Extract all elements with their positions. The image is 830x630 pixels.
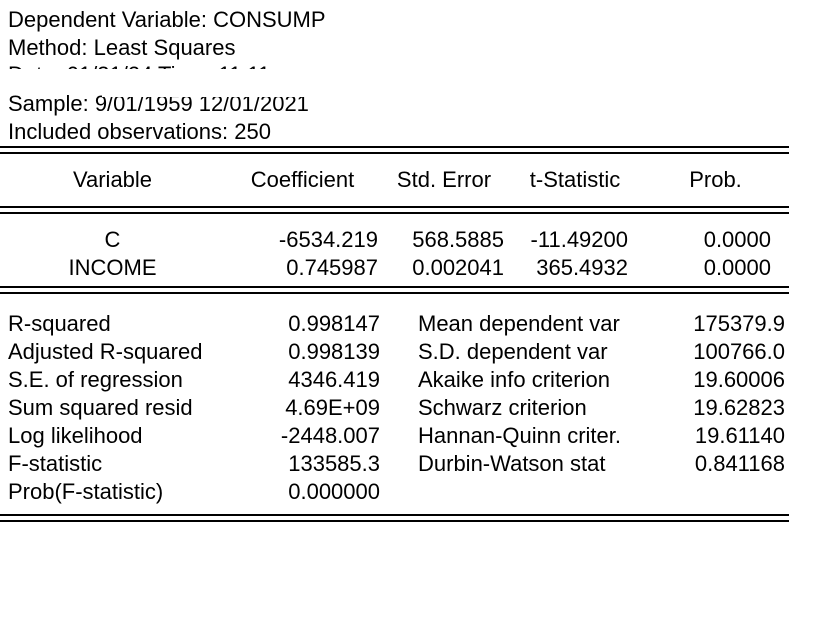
coef-header-t-statistic: t-Statistic [529, 167, 621, 192]
stat-value: 4.69E+09 [285, 395, 380, 420]
stat-label: Akaike info criterion [418, 367, 610, 392]
stat-value: 0.998139 [288, 339, 380, 364]
dependent-variable-line: Dependent Variable: CONSUMP [8, 7, 326, 32]
stat-label: F-statistic [8, 451, 103, 476]
stat-label [418, 478, 656, 506]
double-rule-top [0, 146, 789, 154]
coef-cell-t-statistic: 365.4932 [536, 255, 628, 280]
output-header: Dependent Variable: CONSUMP Method: Leas… [0, 0, 830, 146]
stat-label: Prob(F-statistic) [8, 479, 164, 504]
stat-row: Adjusted R-squared 0.998139 S.D. depende… [8, 338, 830, 366]
stat-value: -2448.007 [280, 423, 380, 448]
coef-cell-variable: INCOME [68, 255, 157, 280]
stat-value: 4346.419 [288, 367, 380, 392]
coef-cell-std-error: 0.002041 [412, 255, 504, 280]
coef-table-header-row: Variable Coefficient Std. Error t-Statis… [0, 154, 830, 206]
clipped-date-line-text: Date: 01/31/24 Time: 11:11 [8, 62, 270, 69]
method-line: Method: Least Squares [8, 35, 236, 60]
stat-row: Log likelihood -2448.007 Hannan-Quinn cr… [8, 422, 830, 450]
coef-header-variable: Variable [72, 167, 153, 192]
stat-label: Durbin-Watson stat [418, 451, 606, 476]
coef-row-c: C -6534.219 568.5885 -11.49200 0.0000 [0, 226, 830, 254]
clipped-date-line: Date: 01/31/24 Time: 11:11 [0, 62, 830, 90]
stat-label: Log likelihood [8, 423, 143, 448]
stat-value: 175379.9 [693, 311, 785, 336]
stat-value: 0.000000 [288, 479, 380, 504]
stat-row: S.E. of regression 4346.419 Akaike info … [8, 366, 830, 394]
stat-row: Sum squared resid 4.69E+09 Schwarz crite… [8, 394, 830, 422]
coef-header-prob: Prob. [689, 167, 742, 192]
coef-cell-coefficient: 0.745987 [286, 255, 378, 280]
double-rule-below-coefficients [0, 286, 789, 294]
coef-header-coefficient: Coefficient [250, 167, 355, 192]
coef-cell-t-statistic: -11.49200 [530, 227, 628, 252]
coef-cell-coefficient: -6534.219 [278, 227, 378, 252]
stat-row: Prob(F-statistic) 0.000000 [8, 478, 830, 506]
stat-value: 0.998147 [288, 311, 380, 336]
coef-table-body: C -6534.219 568.5885 -11.49200 0.0000 IN… [0, 214, 830, 286]
stat-label: Schwarz criterion [418, 395, 587, 420]
whiteout-artifact [102, 92, 437, 97]
stat-label: Mean dependent var [418, 311, 620, 336]
stat-value: 19.61140 [694, 423, 785, 448]
coef-row-income: INCOME 0.745987 0.002041 365.4932 0.0000 [0, 254, 830, 282]
observations-line: Included observations: 250 [8, 119, 271, 144]
stat-value: 100766.0 [693, 339, 785, 364]
stat-row: F-statistic 133585.3 Durbin-Watson stat … [8, 450, 830, 478]
stat-value: 133585.3 [288, 451, 380, 476]
coef-header-std-error: Std. Error [396, 167, 492, 192]
stat-label: R-squared [8, 311, 111, 336]
stat-value: 0.841168 [694, 451, 785, 476]
stat-value: 19.62823 [693, 395, 785, 420]
stat-label: Adjusted R-squared [8, 339, 203, 364]
coef-cell-prob: 0.0000 [703, 227, 771, 252]
coef-cell-variable: C [104, 227, 121, 252]
summary-stats-block: R-squared 0.998147 Mean dependent var 17… [8, 294, 830, 514]
stat-value: 19.60006 [693, 367, 785, 392]
stat-label: Hannan-Quinn criter. [418, 423, 621, 448]
double-rule-bottom [0, 514, 789, 522]
stat-label: Sum squared resid [8, 395, 193, 420]
stat-label: S.D. dependent var [418, 339, 608, 364]
stat-label: S.E. of regression [8, 367, 183, 392]
stat-value [656, 478, 788, 506]
coef-cell-prob: 0.0000 [703, 255, 771, 280]
clipped-date-line-mask: Date: 01/31/24 Time: 11:11 [8, 62, 830, 69]
coef-cell-std-error: 568.5885 [412, 227, 504, 252]
stat-row: R-squared 0.998147 Mean dependent var 17… [8, 310, 830, 338]
double-rule-below-header [0, 206, 789, 214]
